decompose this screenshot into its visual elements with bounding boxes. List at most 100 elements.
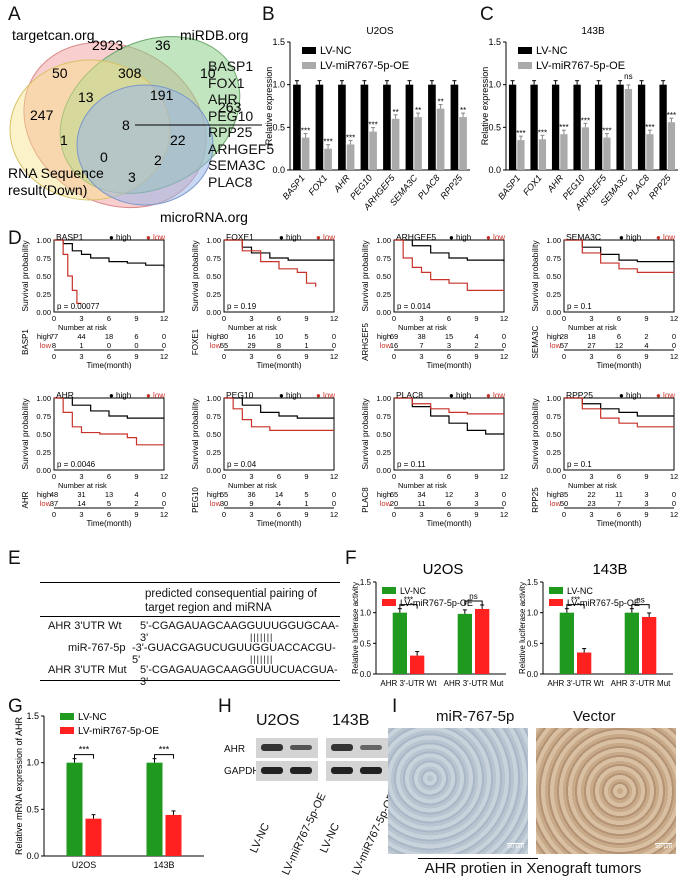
venn-diagram: targetcan.org miRDB.org RNA Sequence res…: [8, 27, 262, 225]
risk-high-label: high: [207, 332, 221, 341]
venn-count: 1: [60, 132, 68, 148]
band: [261, 744, 283, 751]
risk-high-value: 0: [672, 490, 676, 499]
x-tick-label: 0: [562, 314, 566, 323]
y-tick-label: 0.50: [376, 272, 391, 281]
legend-swatch: [382, 587, 396, 594]
bar: [530, 84, 538, 170]
band: [290, 745, 312, 750]
pairing-table: predicted consequential pairing of targe…: [40, 570, 340, 688]
bar: [616, 84, 624, 170]
venn-label-microrna: microRNA.org: [160, 209, 248, 225]
bar: [410, 655, 425, 674]
bar: [428, 84, 436, 170]
risk-high-value: 3: [474, 490, 478, 499]
plot-frame: [393, 239, 505, 313]
x-tick-label: 0: [52, 472, 56, 481]
y-tick-label: 0.0: [488, 165, 501, 175]
risk-high-value: 11: [615, 490, 623, 499]
risk-gene-label: ARHGEF5: [361, 323, 370, 361]
risk-low-value: 16: [390, 341, 398, 350]
survival-plots: 1.00 0.75 0.50 0.25 0.00 Survival probability…: [0, 228, 685, 548]
bar: [383, 84, 391, 170]
p-value: p = 0.1: [567, 460, 592, 469]
x-tick-label: 9: [644, 510, 648, 519]
x-axis-label: Time(month): [426, 519, 471, 528]
bar: [603, 137, 611, 170]
y-tick-label: 0.50: [36, 272, 51, 281]
sig-label: ***: [667, 111, 676, 120]
risk-low-value: 4: [644, 341, 648, 350]
x-tick-label: 0: [222, 352, 226, 361]
panel-label-e: E: [8, 548, 21, 569]
panel-label-d: D: [8, 228, 22, 249]
bar: [450, 84, 459, 170]
y-tick-label: 0.75: [36, 412, 51, 421]
x-tick-label: 0: [222, 314, 226, 323]
row-seq: -3'-GUACGAGUCUGUUGGUACCACGU-5': [132, 642, 336, 666]
risk-high-value: 6: [617, 332, 621, 341]
x-tick-label: 6: [107, 352, 111, 361]
legend-label: LV-NC: [536, 45, 568, 57]
risk-low-value: 50: [560, 499, 568, 508]
x-tick-label: AHR 3'-UTR Wt: [380, 679, 437, 688]
bar: [324, 148, 332, 170]
y-tick-label: 1.00: [36, 236, 51, 245]
x-tick-label: 0: [392, 472, 396, 481]
gene-title: BASP1: [56, 232, 84, 242]
curve-high: [394, 397, 504, 435]
legend-swatch: [518, 47, 532, 54]
x-tick-label: AHR 3'-UTR Mut: [444, 679, 505, 688]
y-tick-label: 1.0: [272, 80, 285, 90]
x-tick-label: 6: [107, 314, 111, 323]
table-mid-rule: [40, 616, 340, 617]
risk-low-value: 3: [644, 499, 648, 508]
bar: [667, 122, 676, 170]
risk-low-value: 1: [304, 341, 308, 350]
y-tick-label: 0.5: [272, 122, 285, 132]
sig-label: ***: [368, 121, 377, 130]
risk-high-value: 0: [502, 490, 506, 499]
venn-set-microrna: [76, 84, 214, 206]
panel-label-a: A: [8, 4, 21, 25]
risk-gene-label: AHR: [21, 491, 30, 508]
x-axis-label: Time(month): [86, 361, 131, 370]
risk-low-value: 5: [107, 499, 111, 508]
bar: [551, 84, 560, 170]
legend-label: LV-NC: [78, 712, 107, 723]
bar: [146, 762, 163, 856]
table-bottom-rule: [40, 680, 340, 681]
bar: [581, 127, 590, 170]
survival-plot-foxe1: 1.00 0.75 0.50 0.25 0.00 Survival probability…: [190, 232, 338, 370]
y-tick-label: 0.25: [206, 448, 221, 457]
x-tick-label: 6: [277, 352, 281, 361]
risk-low-value: 20: [390, 499, 398, 508]
venn-count: 2: [154, 152, 162, 168]
legend-swatch: [302, 47, 316, 54]
x-tick-label: 0: [222, 472, 226, 481]
survival-plot-rpp25: 1.00 0.75 0.50 0.25 0.00 Survival probability…: [530, 390, 678, 528]
sig-label: **: [415, 106, 421, 115]
y-tick-label: 1.5: [488, 37, 501, 47]
bar: [338, 84, 346, 170]
venn-count: 13: [78, 89, 94, 105]
risk-low-value: 0: [502, 499, 506, 508]
sig-label: ***: [346, 133, 355, 142]
y-tick-label: 0.75: [546, 412, 561, 421]
band: [331, 744, 353, 751]
risk-high-value: 5: [304, 490, 308, 499]
y-tick-label: 1.0: [527, 609, 539, 618]
y-tick-label: 0.75: [546, 254, 561, 263]
sig-label: **: [460, 106, 466, 115]
band: [360, 767, 382, 774]
x-tick-label: 6: [447, 472, 451, 481]
risk-gene-label: PEG10: [191, 487, 200, 513]
curve-high: [564, 239, 674, 263]
x-tick-label: PLAC8: [416, 173, 442, 201]
x-axis-label: Time(month): [426, 361, 471, 370]
row-seq: 5'-CGAGAUAGCAAGGUUUGGUGCAA-3': [140, 620, 339, 644]
x-axis-label: Time(month): [256, 361, 301, 370]
bar: [642, 616, 657, 674]
risk-low-value: 0: [672, 499, 676, 508]
row-label: miR-767-5p: [68, 642, 126, 654]
